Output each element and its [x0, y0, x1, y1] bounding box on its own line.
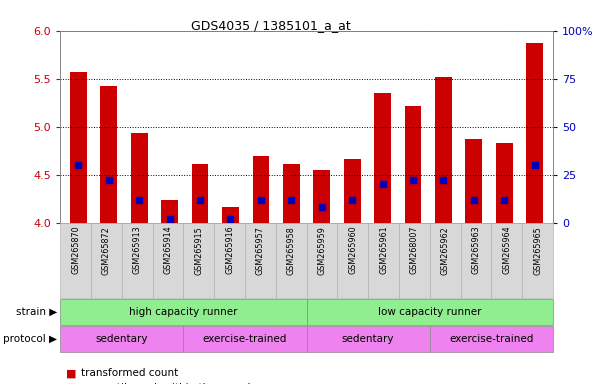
Text: GSM265964: GSM265964: [502, 226, 511, 275]
Bar: [131, 134, 148, 223]
Bar: [192, 164, 209, 223]
Text: GDS4035 / 1385101_a_at: GDS4035 / 1385101_a_at: [191, 19, 350, 32]
Bar: [344, 159, 361, 223]
Text: GSM265957: GSM265957: [256, 226, 265, 275]
Bar: [70, 72, 87, 223]
Bar: [465, 139, 482, 223]
Point: [195, 197, 205, 203]
Point: [317, 204, 326, 210]
Text: sedentary: sedentary: [96, 334, 148, 344]
Text: exercise-trained: exercise-trained: [203, 334, 287, 344]
Text: exercise-trained: exercise-trained: [449, 334, 534, 344]
Point: [73, 162, 83, 168]
Bar: [404, 106, 421, 223]
Text: low capacity runner: low capacity runner: [378, 307, 481, 317]
Bar: [100, 86, 117, 223]
Bar: [313, 170, 330, 223]
Text: high capacity runner: high capacity runner: [129, 307, 237, 317]
Bar: [161, 200, 178, 223]
Text: protocol ▶: protocol ▶: [3, 334, 57, 344]
Bar: [222, 207, 239, 223]
Text: GSM265959: GSM265959: [317, 226, 326, 275]
Text: percentile rank within the sample: percentile rank within the sample: [81, 383, 257, 384]
Text: GSM268007: GSM268007: [410, 226, 419, 274]
Point: [439, 177, 448, 184]
Text: sedentary: sedentary: [342, 334, 394, 344]
Point: [530, 162, 540, 168]
Bar: [283, 164, 300, 223]
Point: [469, 197, 478, 203]
Point: [225, 216, 235, 222]
Point: [256, 197, 266, 203]
Text: GSM265965: GSM265965: [533, 226, 542, 275]
Text: strain ▶: strain ▶: [16, 307, 57, 317]
Bar: [374, 93, 391, 223]
Bar: [496, 143, 513, 223]
Text: GSM265961: GSM265961: [379, 226, 388, 275]
Text: GSM265916: GSM265916: [225, 226, 234, 275]
Text: transformed count: transformed count: [81, 368, 178, 378]
Text: GSM265960: GSM265960: [348, 226, 357, 275]
Text: GSM265913: GSM265913: [133, 226, 142, 275]
Text: GSM265870: GSM265870: [71, 226, 80, 275]
Bar: [252, 156, 269, 223]
Bar: [526, 43, 543, 223]
Point: [104, 177, 114, 184]
Text: GSM265958: GSM265958: [287, 226, 296, 275]
Point: [378, 181, 388, 187]
Text: GSM265963: GSM265963: [471, 226, 480, 275]
Point: [135, 197, 144, 203]
Text: ■: ■: [66, 383, 76, 384]
Text: GSM265872: GSM265872: [102, 226, 111, 275]
Text: GSM265914: GSM265914: [163, 226, 172, 275]
Point: [165, 216, 174, 222]
Point: [347, 197, 357, 203]
Point: [499, 197, 509, 203]
Text: ■: ■: [66, 368, 76, 378]
Point: [408, 177, 418, 184]
Text: GSM265915: GSM265915: [194, 226, 203, 275]
Bar: [435, 77, 452, 223]
Text: GSM265962: GSM265962: [441, 226, 450, 275]
Point: [287, 197, 296, 203]
